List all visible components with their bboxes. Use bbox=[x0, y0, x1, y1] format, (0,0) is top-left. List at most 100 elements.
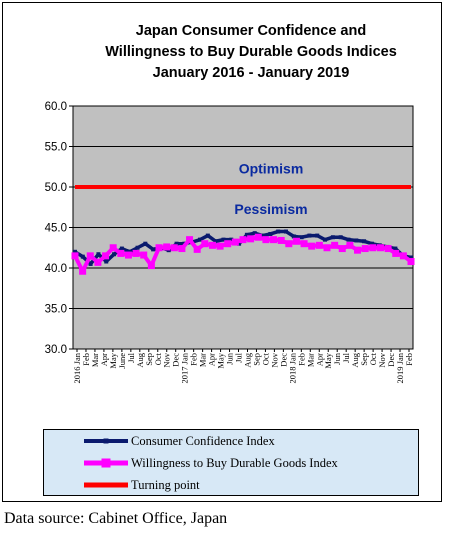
series-point bbox=[292, 237, 300, 245]
x-tick-label: Aug bbox=[242, 352, 252, 367]
series-point bbox=[330, 235, 335, 240]
series-point bbox=[361, 245, 369, 253]
legend-label: Willingness to Buy Durable Goods Index bbox=[131, 455, 338, 470]
series-point bbox=[291, 234, 296, 239]
series-point bbox=[338, 245, 346, 253]
y-tick-label: 60.0 bbox=[45, 101, 67, 113]
series-point bbox=[109, 244, 117, 252]
legend-label: Consumer Confidence Index bbox=[131, 433, 275, 448]
series-point bbox=[163, 243, 171, 251]
series-point bbox=[277, 236, 285, 244]
series-point bbox=[323, 244, 331, 252]
series-point bbox=[270, 236, 278, 244]
series-point bbox=[239, 236, 247, 244]
series-point bbox=[407, 258, 415, 266]
legend-symbol-navy-line bbox=[84, 435, 128, 447]
series-point bbox=[285, 240, 293, 248]
series-point bbox=[155, 244, 163, 252]
series-point bbox=[96, 252, 101, 257]
series-point bbox=[237, 241, 242, 246]
series-point bbox=[252, 231, 257, 236]
source-note: Data source: Cabinet Office, Japan bbox=[4, 510, 228, 527]
series-point bbox=[308, 242, 316, 250]
y-tick-label: 30.0 bbox=[45, 344, 67, 356]
series-point bbox=[147, 262, 155, 270]
x-tick-label: 2018 Jan bbox=[287, 352, 297, 383]
line-chart: Japan Consumer Confidence and Willingness… bbox=[45, 23, 415, 383]
series-point bbox=[346, 241, 354, 249]
x-tick-label: 2016 Jan bbox=[72, 352, 82, 383]
x-tick-label: Feb bbox=[404, 353, 414, 366]
series-point bbox=[346, 237, 351, 242]
x-tick-label: Feb bbox=[296, 353, 306, 366]
series-point bbox=[201, 240, 209, 248]
series-point bbox=[216, 242, 224, 250]
x-tick-label: Jun bbox=[225, 352, 235, 365]
x-tick-label: Oct bbox=[260, 352, 270, 365]
legend-symbol-red-line bbox=[84, 479, 128, 491]
series-point bbox=[231, 238, 239, 246]
series-point bbox=[331, 241, 339, 249]
series-point bbox=[260, 233, 265, 238]
x-tick-label: Dec bbox=[386, 353, 396, 367]
annotation-label: Pessimism bbox=[234, 201, 307, 217]
x-tick-label: Nov bbox=[269, 352, 279, 367]
legend-symbol-magenta-line bbox=[84, 457, 128, 469]
x-tick-label: Jul bbox=[234, 352, 244, 363]
series-point bbox=[362, 239, 367, 244]
series-point bbox=[283, 229, 288, 234]
x-tick-label: Oct bbox=[368, 352, 378, 365]
series-point bbox=[174, 241, 179, 246]
series-point bbox=[392, 249, 400, 257]
x-tick-label: Sep bbox=[359, 353, 369, 366]
series-point bbox=[80, 254, 85, 259]
series-point bbox=[369, 241, 374, 246]
x-tick-label: Apr bbox=[207, 353, 217, 366]
x-tick-label: Mar bbox=[90, 353, 100, 367]
x-tick-label: 2019 Jan bbox=[395, 352, 405, 383]
legend-item-willingness: Willingness to Buy Durable Goods Index bbox=[84, 454, 338, 472]
series-point bbox=[247, 235, 255, 243]
x-tick-label: Jul bbox=[341, 352, 351, 363]
series-point bbox=[193, 245, 201, 253]
legend-item-turning-point: Turning point bbox=[84, 476, 200, 494]
series-point bbox=[208, 241, 216, 249]
x-tick-label: Jun bbox=[332, 352, 342, 365]
series-point bbox=[124, 251, 132, 259]
x-tick-label: 2017 Jan bbox=[180, 352, 190, 383]
series-point bbox=[94, 258, 102, 266]
y-tick-label: 40.0 bbox=[45, 263, 67, 275]
chart-title-line: Japan Consumer Confidence and bbox=[136, 23, 366, 39]
x-tick-label: Feb bbox=[81, 353, 91, 366]
series-point bbox=[354, 246, 362, 254]
series-point bbox=[88, 261, 93, 266]
chart-frame: Japan Consumer Confidence and Willingness… bbox=[2, 2, 442, 502]
x-tick-label: Sep bbox=[144, 353, 154, 366]
series-point bbox=[86, 252, 94, 260]
series-point bbox=[213, 239, 218, 244]
x-tick-label: Nov bbox=[377, 352, 387, 367]
series-point bbox=[376, 244, 384, 252]
chart-title-line: January 2016 - January 2019 bbox=[153, 65, 350, 81]
x-tick-label: Feb bbox=[189, 353, 199, 366]
series-point bbox=[79, 267, 87, 275]
series-point bbox=[354, 238, 359, 243]
series-point bbox=[112, 252, 117, 257]
series-point bbox=[102, 252, 110, 260]
series-point bbox=[205, 233, 210, 238]
series-point bbox=[276, 229, 281, 234]
x-tick-label: May bbox=[108, 352, 118, 368]
x-tick-label: Mar bbox=[305, 353, 315, 367]
x-tick-label: Nov bbox=[162, 352, 172, 367]
series-point bbox=[254, 233, 262, 241]
series-point bbox=[140, 251, 148, 259]
series-point bbox=[393, 246, 398, 251]
series-point bbox=[119, 246, 124, 251]
series-point bbox=[104, 259, 109, 264]
series-point bbox=[384, 245, 392, 253]
x-tick-label: Apr bbox=[314, 353, 324, 366]
series-point bbox=[262, 236, 270, 244]
x-tick-label: Dec bbox=[171, 353, 181, 367]
series-point bbox=[323, 237, 328, 242]
series-point bbox=[315, 233, 320, 238]
